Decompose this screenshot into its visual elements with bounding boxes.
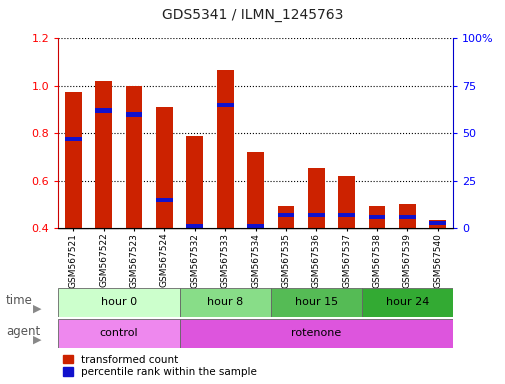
- Text: hour 0: hour 0: [100, 297, 137, 308]
- Bar: [368, 215, 385, 219]
- Bar: [307, 213, 324, 217]
- Text: control: control: [99, 328, 138, 338]
- Bar: [179, 288, 270, 317]
- Bar: [179, 319, 452, 348]
- Bar: [217, 103, 233, 107]
- Bar: [156, 107, 173, 228]
- Bar: [277, 206, 294, 228]
- Text: agent: agent: [6, 325, 40, 338]
- Text: hour 8: hour 8: [207, 297, 243, 308]
- Legend: transformed count, percentile rank within the sample: transformed count, percentile rank withi…: [63, 355, 257, 377]
- Bar: [58, 288, 179, 317]
- Bar: [186, 136, 203, 228]
- Text: hour 24: hour 24: [385, 297, 428, 308]
- Bar: [58, 319, 179, 348]
- Bar: [277, 213, 294, 217]
- Bar: [398, 215, 415, 219]
- Bar: [156, 198, 173, 202]
- Bar: [95, 109, 112, 113]
- Text: ▶: ▶: [33, 334, 41, 344]
- Bar: [337, 213, 355, 217]
- Text: time: time: [6, 295, 33, 308]
- Bar: [65, 92, 82, 228]
- Bar: [361, 288, 452, 317]
- Bar: [126, 112, 142, 117]
- Bar: [247, 152, 264, 228]
- Bar: [95, 81, 112, 228]
- Text: hour 15: hour 15: [294, 297, 337, 308]
- Bar: [186, 224, 203, 229]
- Bar: [368, 206, 385, 228]
- Bar: [429, 220, 445, 228]
- Text: ▶: ▶: [33, 304, 41, 314]
- Bar: [307, 168, 324, 228]
- Text: rotenone: rotenone: [290, 328, 341, 338]
- Bar: [270, 288, 361, 317]
- Text: GDS5341 / ILMN_1245763: GDS5341 / ILMN_1245763: [162, 8, 343, 22]
- Bar: [247, 224, 264, 229]
- Bar: [398, 204, 415, 228]
- Bar: [65, 137, 82, 141]
- Bar: [126, 86, 142, 228]
- Bar: [337, 176, 355, 228]
- Bar: [217, 71, 233, 228]
- Bar: [429, 221, 445, 225]
